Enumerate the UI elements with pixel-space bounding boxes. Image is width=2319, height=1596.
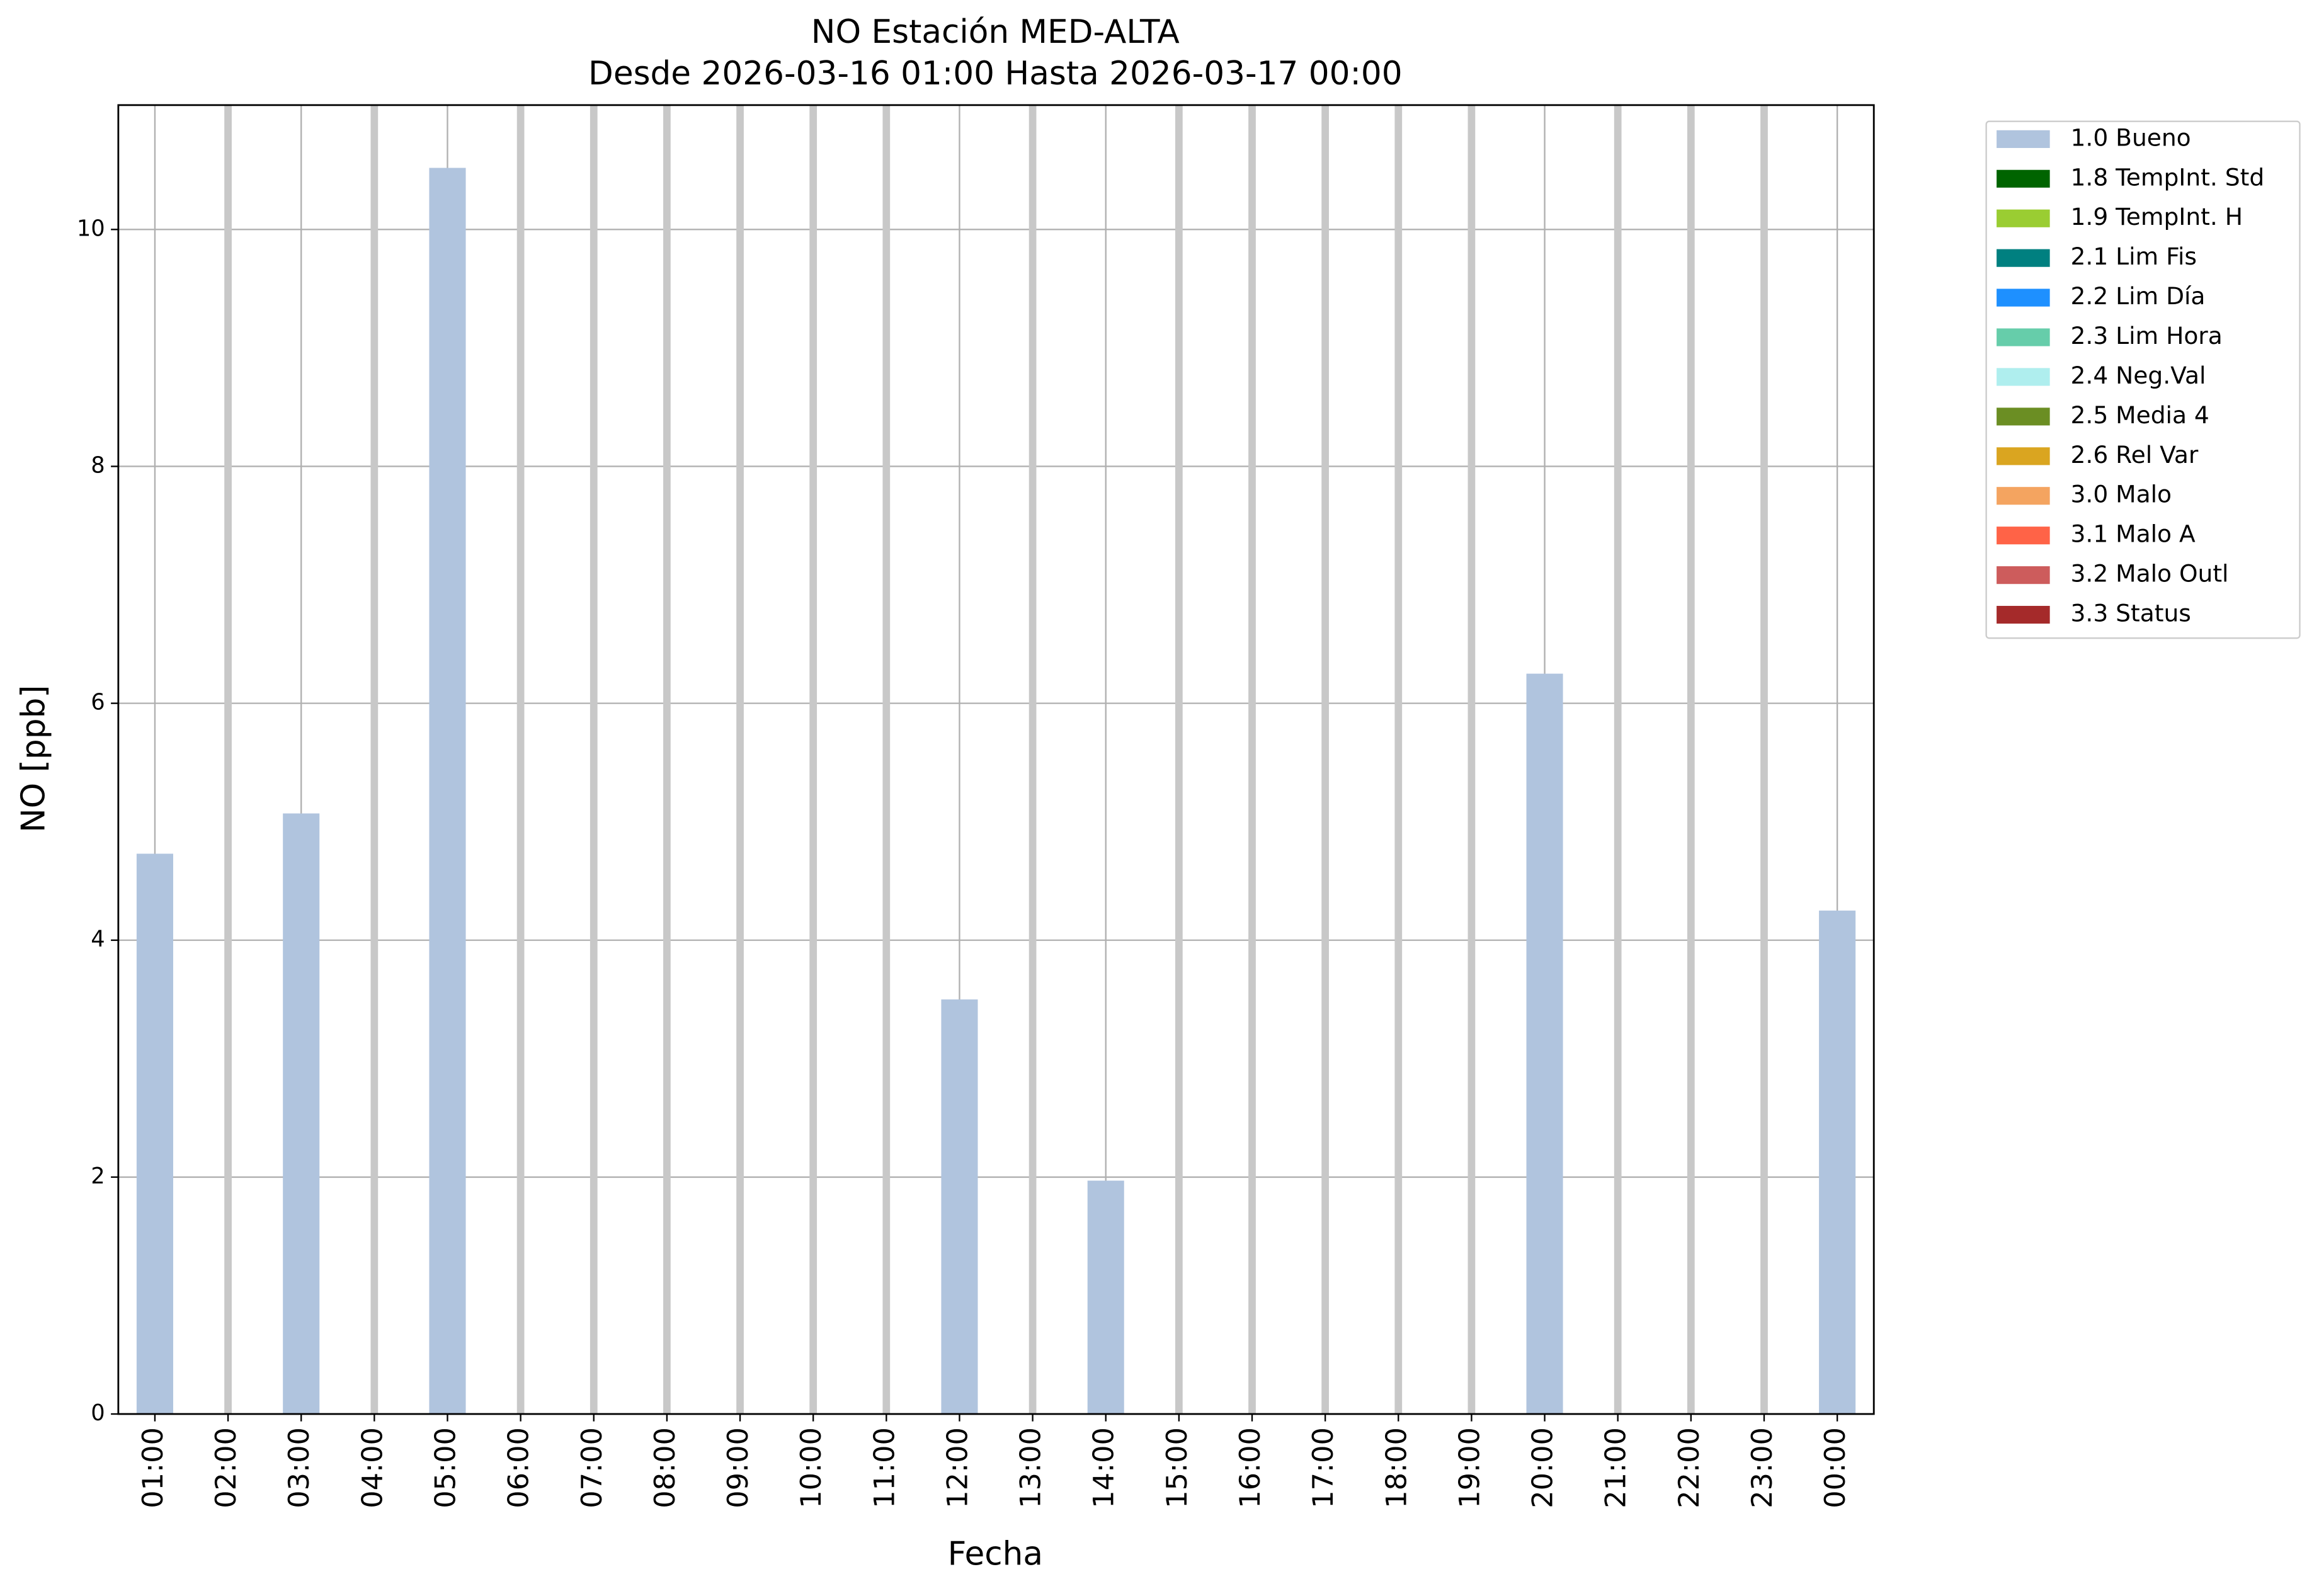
bar (1819, 910, 1856, 1415)
chart-subtitle: Desde 2026-03-16 01:00 Hasta 2026-03-17 … (588, 55, 1403, 93)
x-tick-label: 03:00 (283, 1427, 316, 1508)
legend-label: 2.1 Lim Fis (2071, 242, 2197, 270)
bar (1526, 673, 1563, 1415)
y-axis-label: NO [ppb] (14, 685, 52, 833)
y-tick-label: 10 (77, 215, 105, 241)
y-tick-label: 8 (91, 452, 105, 478)
bars (136, 168, 1856, 1415)
x-tick-label: 14:00 (1088, 1427, 1120, 1508)
legend-swatch (1997, 249, 2050, 267)
legend-label: 2.6 Rel Var (2071, 441, 2199, 469)
x-tick-label: 02:00 (210, 1427, 242, 1508)
plot-frame (117, 104, 1875, 1415)
x-tick-label: 20:00 (1527, 1427, 1559, 1508)
legend-swatch (1997, 566, 2050, 584)
y-tick-label: 6 (91, 690, 105, 715)
legend-swatch (1997, 605, 2050, 624)
x-tick-label: 09:00 (722, 1427, 755, 1508)
legend-label: 1.0 Bueno (2071, 123, 2191, 151)
y-tick-label: 0 (91, 1400, 105, 1426)
legend-swatch (1997, 169, 2050, 188)
x-tick-label: 23:00 (1746, 1427, 1779, 1508)
legend-label: 3.3 Status (2071, 600, 2191, 627)
x-tick-label: 19:00 (1453, 1427, 1486, 1508)
bar (429, 168, 466, 1415)
legend-label: 2.2 Lim Día (2071, 282, 2206, 310)
bar (136, 853, 173, 1415)
x-tick-label: 04:00 (356, 1427, 389, 1508)
x-axis-label: Fecha (948, 1535, 1043, 1573)
x-tick-label: 07:00 (576, 1427, 608, 1508)
bar (941, 999, 978, 1415)
legend-label: 3.2 Malo Outl (2071, 560, 2229, 588)
x-tick-label: 00:00 (1819, 1427, 1852, 1508)
bar (283, 813, 320, 1415)
legend-swatch (1997, 328, 2050, 346)
legend-swatch (1997, 487, 2050, 505)
bar (1087, 1180, 1124, 1415)
legend-label: 1.9 TempInt. H (2071, 203, 2243, 231)
x-tick-label: 16:00 (1234, 1427, 1267, 1508)
legend-label: 3.0 Malo (2071, 481, 2172, 508)
legend-swatch (1997, 527, 2050, 545)
legend: 1.0 Bueno 1.8 TempInt. Std 1.9 TempInt. H 2… (1985, 120, 2301, 639)
legend-swatch (1997, 408, 2050, 426)
legend-label: 3.1 Malo A (2071, 520, 2196, 548)
legend-label: 2.5 Media 4 (2071, 401, 2209, 429)
chart-title: NO Estación MED-ALTA (811, 13, 1180, 51)
legend-box (1985, 120, 2301, 639)
x-tick-label: 15:00 (1161, 1427, 1194, 1508)
x-tick-label: 06:00 (503, 1427, 535, 1508)
x-tick-label: 10:00 (795, 1427, 828, 1508)
legend-swatch (1997, 209, 2050, 227)
legend-label: 2.3 Lim Hora (2071, 322, 2223, 350)
legend-swatch (1997, 368, 2050, 386)
y-tick-label: 4 (91, 926, 105, 952)
x-tick-label: 12:00 (941, 1427, 974, 1508)
x-tick-label: 17:00 (1307, 1427, 1340, 1508)
legend-label: 2.4 Neg.Val (2071, 362, 2206, 389)
legend-swatch (1997, 447, 2050, 465)
legend-label: 1.8 TempInt. Std (2071, 163, 2265, 191)
x-tick-label: 21:00 (1600, 1427, 1632, 1508)
x-tick-label: 18:00 (1380, 1427, 1413, 1508)
x-tick-label: 08:00 (649, 1427, 681, 1508)
x-tick-label: 22:00 (1673, 1427, 1706, 1508)
y-tick-label: 2 (91, 1163, 105, 1189)
x-tick-label: 05:00 (429, 1427, 462, 1508)
legend-swatch (1997, 130, 2050, 148)
x-tick-label: 01:00 (137, 1427, 169, 1508)
x-tick-label: 13:00 (1015, 1427, 1047, 1508)
x-tick-label: 11:00 (868, 1427, 901, 1508)
legend-swatch (1997, 288, 2050, 307)
